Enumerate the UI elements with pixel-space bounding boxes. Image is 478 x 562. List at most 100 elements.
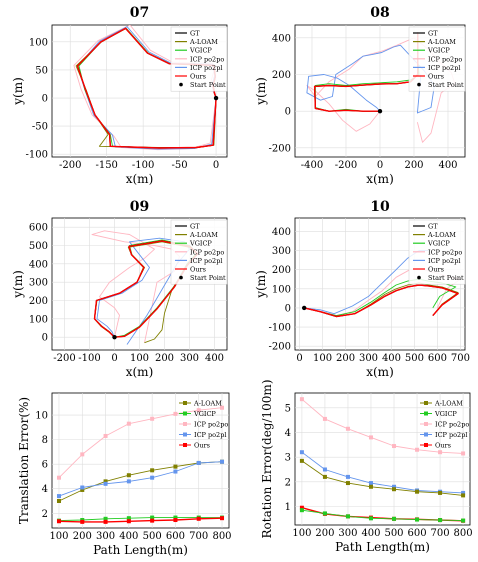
point-a-loam [56, 499, 61, 503]
series-a-loam [301, 460, 464, 496]
point-a-loam [299, 458, 304, 463]
series-icp-po2pl [96, 237, 190, 345]
y-tick-label: 100 [29, 37, 48, 48]
point-a-loam [173, 464, 178, 469]
legend-marker-icp-po2pl [424, 432, 428, 437]
y-tick-label: -50 [32, 122, 48, 133]
series-group [91, 230, 199, 345]
point-icp-po2po [150, 416, 155, 421]
x-tick-label: 200 [315, 528, 334, 539]
x-tick-label: 100 [292, 528, 311, 539]
legend-label-a-loam: A-LOAM [189, 231, 218, 239]
y-tick-label: 300 [29, 278, 48, 289]
legend-label-icp-po2po: ICP po2po [190, 55, 224, 63]
point-icp-po2po [103, 433, 108, 438]
point-icp-po2po [56, 475, 61, 480]
chart-seq-10: 0 100 200 300 400 500 600 700 -200 -100 0 100 200 300… [254, 199, 470, 379]
legend-marker-icp-po2po [424, 422, 428, 426]
x-tick-label: 0 [296, 353, 302, 364]
chart-title: 09 [130, 199, 149, 215]
x-tick-label: 300 [338, 528, 357, 539]
x-tick-label: 0 [377, 160, 383, 171]
legend-label-icp-po2pl: ICP po2pl [190, 64, 222, 72]
legend: A-LOAM VGICP ICP po2po ICP po2pl Ours [179, 400, 228, 450]
legend-label-vgicp: VGICP [193, 410, 216, 418]
x-tick-label: 300 [180, 353, 199, 364]
start-point-marker [377, 108, 383, 114]
legend-label-ours: Ours [194, 442, 210, 450]
point-a-loam [461, 493, 466, 498]
x-tick-label: 400 [382, 353, 401, 364]
point-icp-po2pl [196, 460, 201, 465]
legend-label-ours: Ours [428, 266, 444, 274]
legend-label-a-loam: A-LOAM [434, 400, 463, 408]
chart-title: 07 [130, 5, 149, 21]
legend-label-icp-po2po: ICP po2po [428, 248, 462, 256]
legend-label-vgicp: VGICP [189, 240, 212, 248]
chart-rotation-error: 100 200 300 400 500 600 700 800 1 2 3 4 5 Path Length… [260, 379, 473, 554]
point-icp-po2po [173, 411, 178, 416]
series-vgicp [304, 278, 457, 317]
point-vgicp [461, 518, 466, 523]
y-tick-label: 400 [29, 259, 48, 270]
x-tick-label: 100 [130, 353, 149, 364]
x-tick-label: 600 [407, 528, 426, 539]
point-vgicp [299, 508, 304, 513]
legend-label-ours: Ours [190, 266, 206, 274]
chart-title: 10 [370, 199, 390, 215]
series-ours [58, 517, 223, 523]
legend-label-icp-po2pl: ICP po2pl [428, 64, 460, 72]
y-tick-label: 0 [285, 303, 291, 314]
x-tick-label: 700 [451, 353, 470, 364]
point-icp-po2pl [150, 475, 155, 480]
plot-area [51, 392, 230, 529]
point-icp-po2pl [126, 479, 131, 484]
legend-label-start-point: Start Point [190, 81, 226, 89]
y-tick-label: 8 [42, 435, 48, 446]
y-tick-label: -100 [269, 323, 291, 334]
point-icp-po2pl [80, 485, 85, 490]
point-icp-po2pl [56, 494, 61, 499]
y-tick-label: 0 [285, 107, 291, 118]
legend-label-ours: Ours [428, 73, 444, 81]
y-tick-label: 1 [285, 502, 291, 513]
x-tick-label: 800 [212, 531, 231, 542]
start-point-marker [213, 95, 219, 101]
legend-marker-start-point [417, 82, 421, 87]
x-tick-label: -200 [59, 160, 81, 171]
legend-label-icp-po2po: ICP po2po [190, 248, 224, 256]
series-icp-po2pl [58, 461, 223, 497]
x-tick-label: 400 [205, 353, 224, 364]
series-ours [93, 240, 199, 338]
y-tick-label: -100 [26, 150, 48, 161]
legend-label-start-point: Start Point [428, 81, 464, 89]
y-tick-label: 200 [29, 296, 48, 307]
legend-label-gt: GT [190, 30, 200, 38]
y-tick-label: 4 [285, 428, 291, 439]
x-tick-label: -400 [301, 160, 323, 171]
x-tick-label: 800 [454, 528, 473, 539]
point-icp-po2pl [173, 469, 178, 474]
y-axis-label: y(m) [11, 270, 25, 299]
y-tick-label: -200 [269, 342, 291, 353]
y-tick-label: 2 [285, 477, 291, 488]
x-tick-label: 0 [111, 353, 117, 364]
y-tick-label: 3 [285, 453, 291, 464]
y-tick-label: 100 [29, 314, 48, 325]
point-ours [196, 516, 201, 521]
y-tick-label: 2 [42, 509, 48, 520]
legend-label-icp-po2pl: ICP po2pl [435, 431, 467, 439]
x-tick-label: -100 [78, 353, 100, 364]
point-ours [220, 516, 225, 521]
y-tick-label: 100 [272, 284, 291, 295]
point-icp-po2po [299, 397, 304, 402]
chart-seq-07: -200 -150 -100 -50 0 -100 -50 0 50 100 x(m) y(m) 07 G… [11, 5, 228, 186]
x-tick-label: 700 [431, 528, 450, 539]
x-tick-label: 500 [143, 531, 162, 542]
legend-marker-start-point [179, 275, 183, 280]
y-axis-label: Rotation Error(deg/100m) [260, 379, 274, 538]
start-point-marker [112, 334, 117, 340]
x-tick-label: 300 [359, 353, 378, 364]
x-tick-label: 400 [119, 531, 138, 542]
